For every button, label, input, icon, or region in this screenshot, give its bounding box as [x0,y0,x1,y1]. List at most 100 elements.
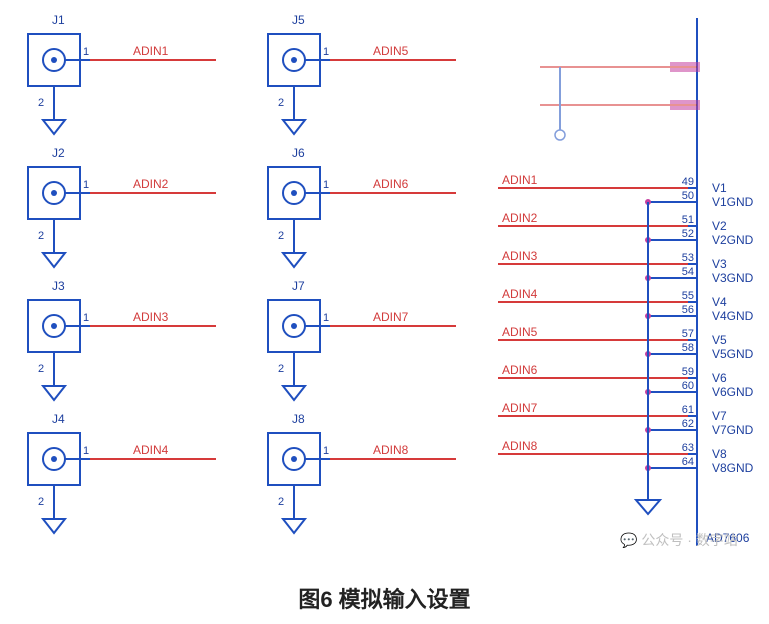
connector-J4: J4 1 ADIN4 2 [28,412,216,533]
wechat-icon: 💬 [620,532,637,548]
pin-number: 51 [682,214,694,226]
signal-name: V4 [712,295,727,309]
refdes: J3 [52,279,65,293]
pin1-number: 1 [83,312,89,324]
signal-name: V8 [712,447,727,461]
ic-row-ADIN6: ADIN6 59 V6 60 V6GND [498,363,754,399]
pin-number: 52 [682,228,694,240]
pin-number: 64 [682,456,694,468]
net-label: ADIN5 [502,325,538,339]
refdes: J6 [292,146,305,160]
pin-number: 59 [682,366,694,378]
pin1-number: 1 [323,46,329,58]
pin-number: 54 [682,266,694,278]
connector-J3: J3 1 ADIN3 2 [28,279,216,400]
signal-name: V2 [712,219,727,233]
refdes: J7 [292,279,305,293]
pin1-number: 1 [323,445,329,457]
signal-name: V6GND [712,385,754,399]
net-label: ADIN1 [133,44,169,58]
pin-number: 58 [682,342,694,354]
pin1-number: 1 [83,445,89,457]
gnd-symbol [43,519,65,533]
net-label: ADIN5 [373,44,409,58]
pin-number: 56 [682,304,694,316]
refdes: J4 [52,412,65,426]
net-label: ADIN1 [502,173,538,187]
refdes: J1 [52,13,65,27]
signal-name: V4GND [712,309,754,323]
pin-number: 62 [682,418,694,430]
net-label: ADIN2 [502,211,538,225]
net-label: ADIN2 [133,177,169,191]
net-label: ADIN3 [502,249,538,263]
pin2-number: 2 [38,496,44,508]
signal-name: V3GND [712,271,754,285]
pin-number: 61 [682,404,694,416]
pin2-number: 2 [278,97,284,109]
connector-J6: J6 1 ADIN6 2 [268,146,456,267]
net-label: ADIN3 [133,310,169,324]
ic-row-ADIN2: ADIN2 51 V2 52 V2GND [498,211,754,247]
pin1-number: 1 [323,312,329,324]
signal-name: V5GND [712,347,754,361]
net-label: ADIN7 [373,310,409,324]
pin-number: 55 [682,290,694,302]
pin-number: 57 [682,328,694,340]
connector-J5: J5 1 ADIN5 2 [268,13,456,134]
ic-row-ADIN8: ADIN8 63 V8 64 V8GND [498,439,754,475]
net-label: ADIN6 [502,363,538,377]
connector-J2: J2 1 ADIN2 2 [28,146,216,267]
signal-name: V8GND [712,461,754,475]
gnd-symbol [283,386,305,400]
net-label: ADIN8 [502,439,538,453]
pin2-number: 2 [38,97,44,109]
ic-row-ADIN7: ADIN7 61 V7 62 V7GND [498,401,754,437]
connector-J1: J1 1 ADIN1 2 [28,13,216,134]
ic-gnd-symbol [636,500,660,514]
refdes: J5 [292,13,305,27]
pin2-number: 2 [38,363,44,375]
net-label: ADIN8 [373,443,409,457]
pin2-number: 2 [38,230,44,242]
ic-row-ADIN3: ADIN353V354V3GND [498,249,754,285]
signal-name: V7GND [712,423,754,437]
net-label: ADIN7 [502,401,538,415]
gnd-symbol [283,519,305,533]
net-label: ADIN4 [133,443,169,457]
connector-J8: J81ADIN82 [268,412,456,533]
gnd-symbol [43,253,65,267]
schematic-svg: J1 1 ADIN1 2 J2 1 ADIN2 2 J3 1 ADIN3 2 J4 1 ADIN4 2 J5 1 A… [0,0,769,574]
pin1-number: 1 [323,179,329,191]
gnd-symbol [283,253,305,267]
pin-number: 60 [682,380,694,392]
net-label: ADIN6 [373,177,409,191]
pin1-number: 1 [83,46,89,58]
connector-J7: J7 1 ADIN7 2 [268,279,456,400]
watermark: 💬 公众号 · 数字站 [620,530,738,550]
pin-number: 63 [682,442,694,454]
ic-row-ADIN4: ADIN4 55 V4 56 V4GND [498,287,754,323]
pin1-number: 1 [83,179,89,191]
net-label: ADIN4 [502,287,538,301]
watermark-text: 公众号 · 数字站 [641,532,737,548]
pin-number: 53 [682,252,694,264]
figure-caption: 图6 模拟输入设置 [0,582,769,614]
pin2-number: 2 [278,230,284,242]
refdes: J2 [52,146,65,160]
ic-row-ADIN1: ADIN1 49 V1 50 V1GND [498,173,754,209]
pin-number: 50 [682,190,694,202]
signal-name: V7 [712,409,727,423]
signal-name: V6 [712,371,727,385]
blurred-detail [540,62,700,140]
pin2-number: 2 [278,363,284,375]
ic-row-ADIN5: ADIN5 57 V5 58 V5GND [498,325,754,361]
gnd-symbol [283,120,305,134]
signal-name: V2GND [712,233,754,247]
pin2-number: 2 [278,496,284,508]
gnd-symbol [43,120,65,134]
pin-number: 49 [682,176,694,188]
signal-name: V5 [712,333,727,347]
signal-name: V1GND [712,195,754,209]
signal-name: V1 [712,181,727,195]
